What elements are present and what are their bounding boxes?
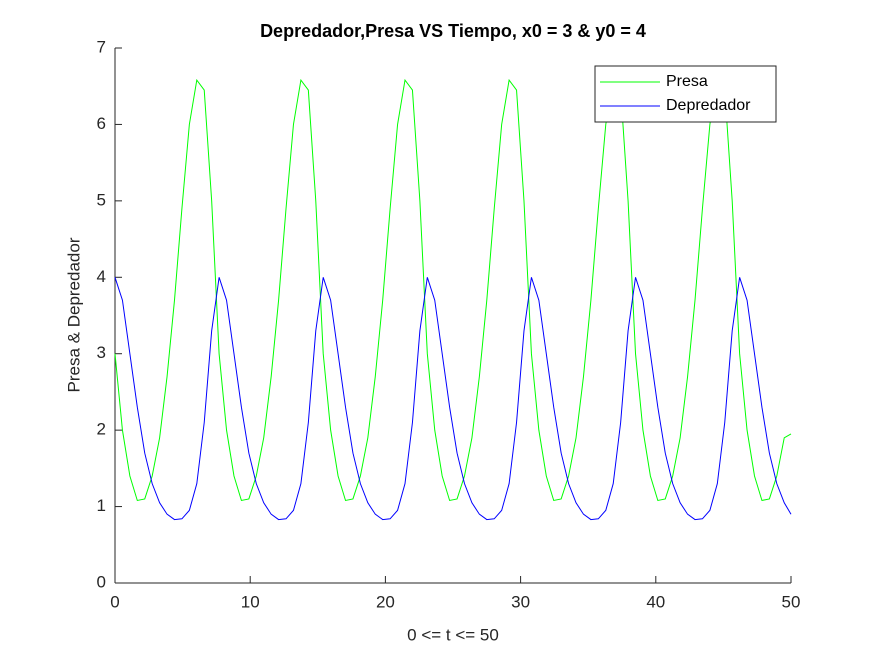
legend-label: Presa bbox=[666, 73, 708, 90]
y-tick-label: 1 bbox=[97, 496, 106, 515]
x-tick-label: 50 bbox=[782, 592, 801, 611]
x-tick-label: 30 bbox=[511, 592, 530, 611]
y-tick-label: 3 bbox=[97, 343, 106, 362]
x-tick-label: 0 bbox=[110, 592, 119, 611]
legend-label: Depredador bbox=[666, 97, 751, 114]
x-tick-label: 10 bbox=[241, 592, 260, 611]
y-tick-label: 7 bbox=[97, 37, 106, 56]
y-axis-label: Presa & Depredador bbox=[64, 237, 83, 392]
series-line bbox=[114, 78, 792, 502]
x-tick-label: 20 bbox=[376, 592, 395, 611]
chart-title: Depredador,Presa VS Tiempo, x0 = 3 & y0 … bbox=[260, 21, 646, 41]
y-tick-label: 0 bbox=[97, 572, 106, 591]
x-tick-label: 40 bbox=[646, 592, 665, 611]
legend-box bbox=[594, 65, 777, 123]
y-tick-label: 6 bbox=[97, 114, 106, 133]
x-axis-label: 0 <= t <= 50 bbox=[407, 625, 499, 644]
series-line bbox=[114, 277, 792, 521]
y-tick-label: 5 bbox=[97, 190, 106, 209]
y-tick-label: 4 bbox=[97, 267, 106, 286]
y-tick-label: 2 bbox=[97, 420, 106, 439]
